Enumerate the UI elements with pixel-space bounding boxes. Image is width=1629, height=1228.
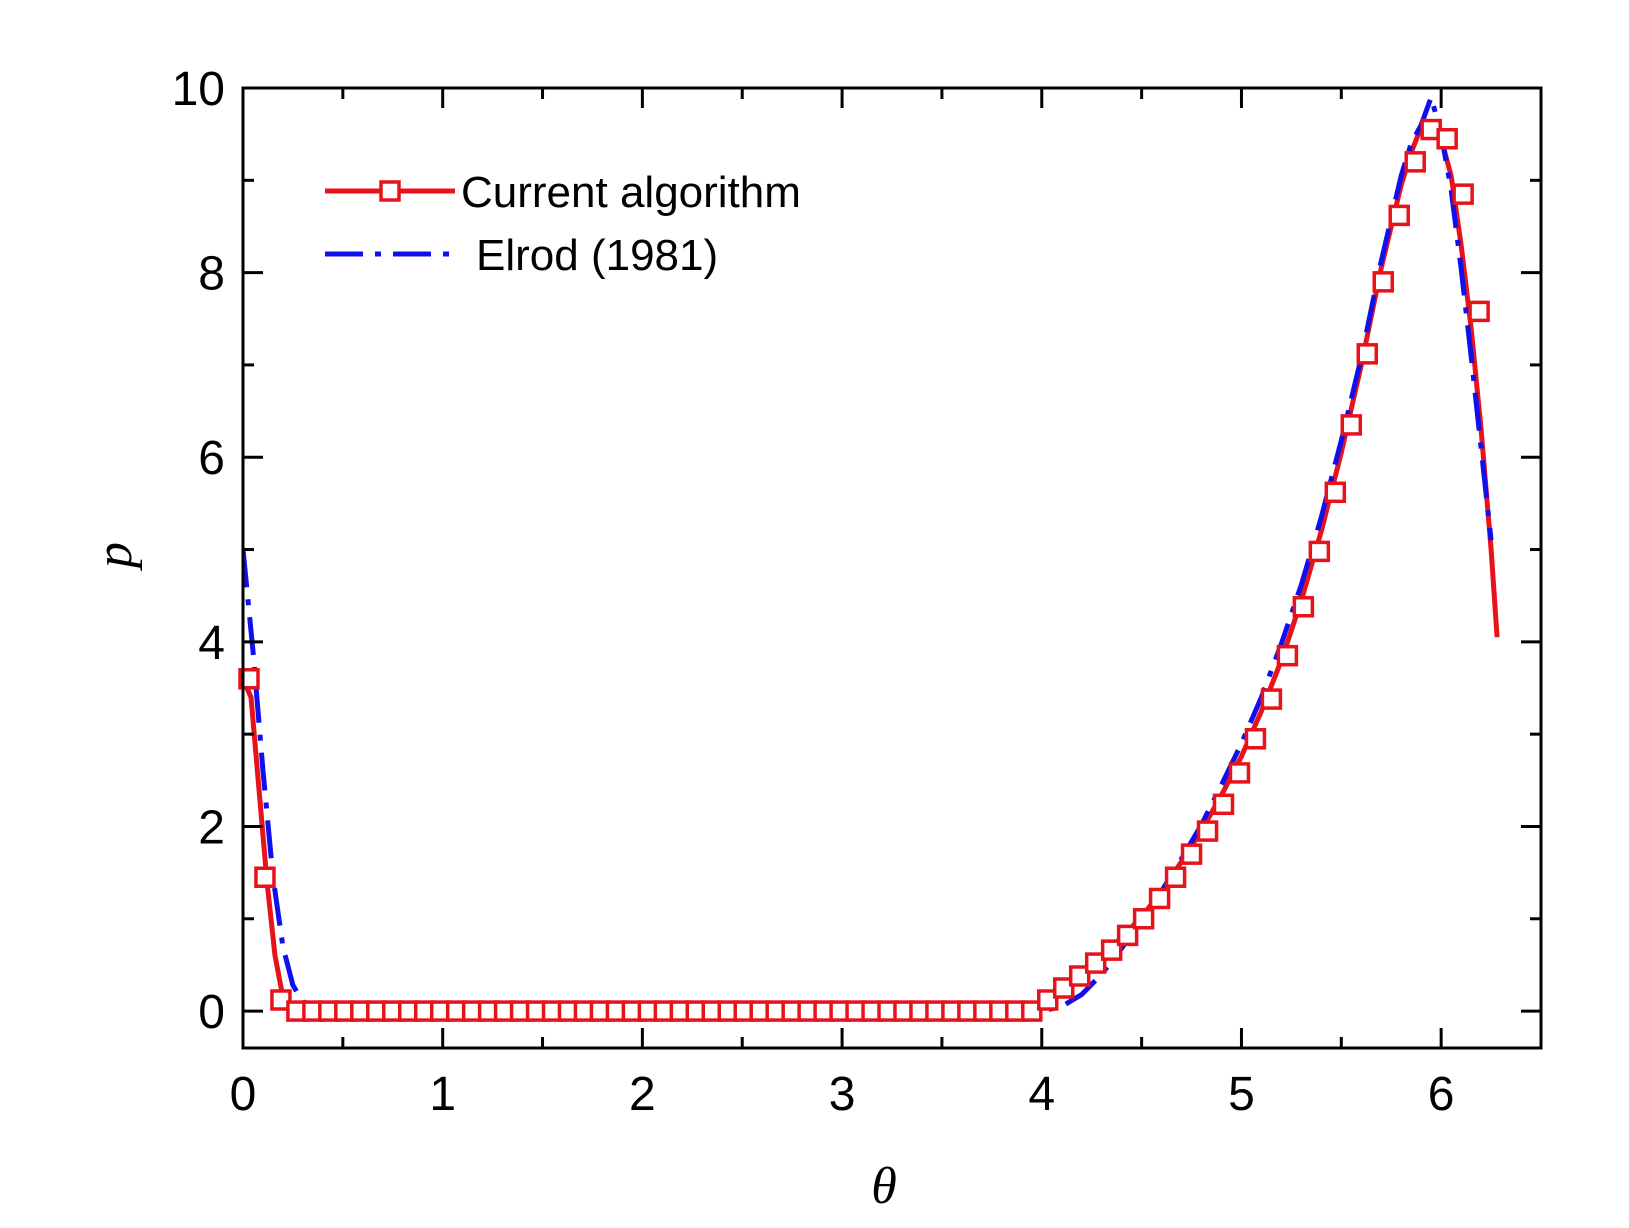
data-point-current-algorithm	[1468, 300, 1490, 323]
data-point-current-algorithm	[1388, 204, 1410, 227]
x-tick-label: 0	[230, 1068, 257, 1121]
data-point-current-algorithm	[1260, 688, 1283, 710]
legend-label-elrod: Elrod (1981)	[476, 231, 718, 280]
legend-marker-current-algorithm	[379, 180, 401, 202]
data-point-current-algorithm	[1452, 183, 1474, 205]
y-tick-label: 10	[172, 63, 225, 116]
data-point-current-algorithm	[254, 866, 276, 888]
data-point-current-algorithm	[1196, 820, 1219, 842]
x-tick-label: 3	[829, 1068, 856, 1121]
data-point-current-algorithm	[1340, 414, 1363, 436]
data-point-current-algorithm	[1068, 965, 1091, 987]
data-point-current-algorithm	[270, 989, 292, 1011]
x-tick-label: 6	[1428, 1068, 1455, 1121]
plot-area-frame	[241, 86, 1543, 1050]
x-tick-label: 5	[1228, 1068, 1255, 1121]
data-point-current-algorithm	[1372, 271, 1394, 293]
data-point-current-algorithm	[1228, 762, 1251, 784]
legend-label-current-algorithm: Current algorithm	[461, 168, 801, 217]
data-point-current-algorithm	[1324, 481, 1347, 504]
axis-tick-labels: 0 1 2 3 4 5 6 0 2 4 6 8 10	[172, 63, 1455, 1121]
data-point-current-algorithm	[1276, 644, 1299, 667]
marker-layer	[238, 118, 1490, 1022]
x-tick-label: 4	[1028, 1068, 1055, 1121]
data-point-current-algorithm	[1100, 939, 1123, 961]
data-point-current-algorithm	[1244, 728, 1267, 750]
data-point-current-algorithm	[1212, 793, 1235, 816]
data-point-current-algorithm	[1356, 343, 1379, 365]
y-tick-label: 2	[198, 801, 225, 854]
data-point-current-algorithm	[1148, 887, 1171, 910]
data-point-current-algorithm	[1084, 952, 1107, 974]
axis-ticks	[241, 86, 1543, 1048]
series-line-current-algorithm	[243, 122, 1500, 1014]
data-point-current-algorithm	[1021, 1000, 1043, 1022]
x-tick-label: 1	[429, 1068, 456, 1121]
data-point-current-algorithm	[1037, 989, 1059, 1011]
data-point-current-algorithm	[1404, 151, 1426, 173]
y-tick-label: 0	[198, 986, 225, 1039]
y-tick-label: 8	[198, 248, 225, 301]
data-point-current-algorithm	[1132, 908, 1155, 930]
x-axis-title: θ	[871, 1158, 897, 1215]
data-point-current-algorithm	[1436, 128, 1458, 150]
series-line-elrod-1981	[243, 94, 1494, 1014]
y-tick-label: 4	[198, 617, 225, 670]
y-axis-title: p	[86, 542, 143, 572]
data-point-current-algorithm	[1116, 924, 1139, 947]
data-point-current-algorithm	[1308, 540, 1331, 563]
y-tick-label: 6	[198, 432, 225, 485]
data-point-current-algorithm	[1052, 977, 1075, 999]
x-tick-label: 2	[629, 1068, 656, 1121]
data-point-current-algorithm	[1164, 866, 1187, 888]
data-point-current-algorithm	[1180, 843, 1203, 865]
data-point-current-algorithm	[1292, 596, 1315, 618]
legend: Current algorithm Elrod (1981)	[325, 168, 801, 280]
